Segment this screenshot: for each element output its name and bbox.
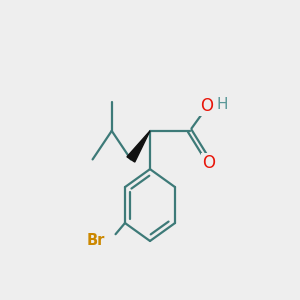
Text: H: H	[216, 97, 228, 112]
Text: O: O	[200, 98, 213, 116]
Text: Br: Br	[87, 233, 105, 248]
Polygon shape	[127, 131, 150, 162]
Text: O: O	[202, 154, 215, 172]
